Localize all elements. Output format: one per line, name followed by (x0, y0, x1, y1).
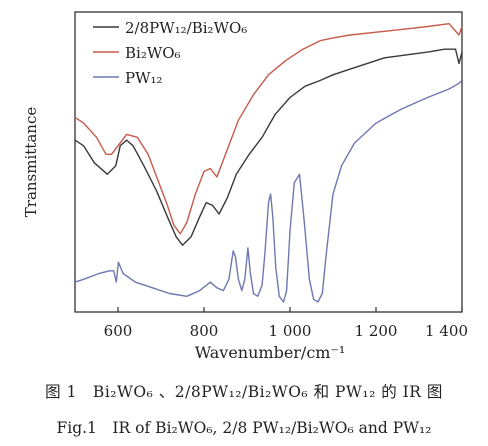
legend-label-1: 2/8PW₁₂/Bi₂WO₆ (125, 19, 247, 37)
x-tick-label: 1 200 (355, 322, 398, 340)
series-line-1 (74, 48, 463, 246)
legend-label-3: PW₁₂ (125, 69, 163, 87)
caption-chinese: 图 1 Bi₂WO₆ 、2/8PW₁₂/Bi₂WO₆ 和 PW₁₂ 的 IR 图 (45, 383, 443, 401)
x-tick-label: 600 (104, 322, 133, 340)
x-tick-label: 800 (190, 322, 219, 340)
caption-english: Fig.1 IR of Bi₂WO₆, 2/8 PW₁₂/Bi₂WO₆ and … (56, 419, 432, 437)
y-axis-label: Transmittance (22, 107, 40, 218)
series-layer (74, 23, 463, 303)
plot-frame (74, 11, 463, 313)
x-tick-label: 1 400 (425, 322, 468, 340)
x-axis-ticks: 600 800 1 000 1 200 1 400 (104, 307, 468, 340)
x-tick-label: 1 000 (269, 322, 312, 340)
series-line-2 (74, 23, 463, 235)
series-line-3 (74, 79, 463, 303)
legend: 2/8PW₁₂/Bi₂WO₆ Bi₂WO₆ PW₁₂ (93, 19, 247, 87)
legend-label-2: Bi₂WO₆ (125, 44, 181, 62)
x-axis-label: Wavenumber/cm⁻¹ (195, 343, 346, 362)
